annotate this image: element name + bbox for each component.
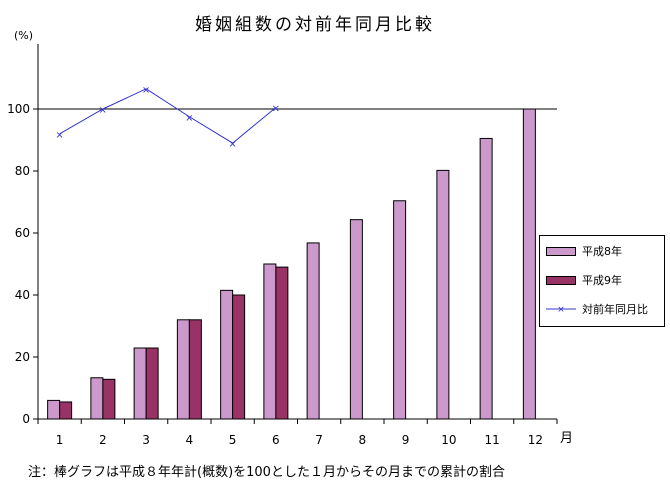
bar-h9 (232, 294, 246, 420)
chart-title: 婚姻組数の対前年同月比較 (195, 15, 435, 35)
x-tick-label: 1 (56, 433, 64, 447)
footnote: 注：棒グラフは平成８年年計(概数)を100とした１月からその月までの累計の割合 (28, 465, 505, 480)
bar-h8 (90, 377, 104, 420)
y-tick-label: 80 (15, 164, 30, 178)
x-tick-label: 10 (441, 433, 456, 447)
legend-line-ratio: × (546, 305, 576, 315)
bar-h9 (145, 347, 159, 420)
bar-h8 (349, 219, 363, 420)
bar-h8 (263, 263, 277, 420)
bar-h8 (133, 347, 147, 420)
x-axis-unit: 月 (560, 431, 574, 446)
x-tick-label: 2 (99, 433, 107, 447)
ratio-point: × (142, 85, 150, 96)
legend-swatch-h8 (546, 246, 576, 256)
x-tick-label: 8 (359, 433, 367, 447)
legend: 平成8年 平成9年 × 対前年同月比 (539, 235, 665, 327)
ratio-point: × (228, 139, 236, 150)
bar-h9 (275, 266, 289, 420)
x-tick-label: 5 (229, 433, 237, 447)
legend-item-h9: 平成9年 (546, 271, 622, 289)
y-tick-label: 40 (15, 288, 30, 302)
bar-h8 (436, 169, 450, 420)
ratio-point: × (185, 113, 193, 124)
y-tick-label: 0 (22, 412, 30, 426)
ratio-point: × (55, 130, 63, 141)
y-axis-unit: (%) (14, 29, 34, 42)
x-tick-label: 4 (186, 433, 194, 447)
ratio-point: × (99, 105, 107, 116)
legend-label-ratio: 対前年同月比 (582, 303, 648, 316)
legend-label-h9: 平成9年 (582, 274, 622, 287)
legend-label-h8: 平成8年 (582, 245, 622, 258)
bar-h9 (59, 401, 73, 420)
x-tick-label: 3 (142, 433, 150, 447)
x-tick-label: 7 (315, 433, 323, 447)
bar-h9 (188, 319, 202, 420)
legend-swatch-h9 (546, 275, 576, 285)
ratio-line (59, 88, 277, 144)
bar-h9 (102, 378, 116, 420)
legend-item-ratio: × 対前年同月比 (546, 300, 648, 318)
bar-h8 (393, 200, 407, 420)
x-tick-label: 12 (528, 433, 543, 447)
bar-h8 (306, 242, 320, 420)
x-tick-label: 6 (272, 433, 280, 447)
y-tick-label: 20 (15, 350, 30, 364)
y-tick-label: 100 (7, 102, 30, 116)
bar-h8 (176, 319, 190, 420)
x-tick-label: 9 (402, 433, 410, 447)
y-tick-label: 60 (15, 226, 30, 240)
bar-h8 (220, 289, 234, 420)
x-tick-label: 11 (484, 433, 499, 447)
bar-h8 (522, 108, 536, 420)
bar-h8 (479, 137, 493, 420)
svg-text:×: × (557, 305, 565, 315)
bar-h8 (47, 399, 61, 420)
legend-item-h8: 平成8年 (546, 242, 622, 260)
ratio-point: × (272, 103, 280, 114)
